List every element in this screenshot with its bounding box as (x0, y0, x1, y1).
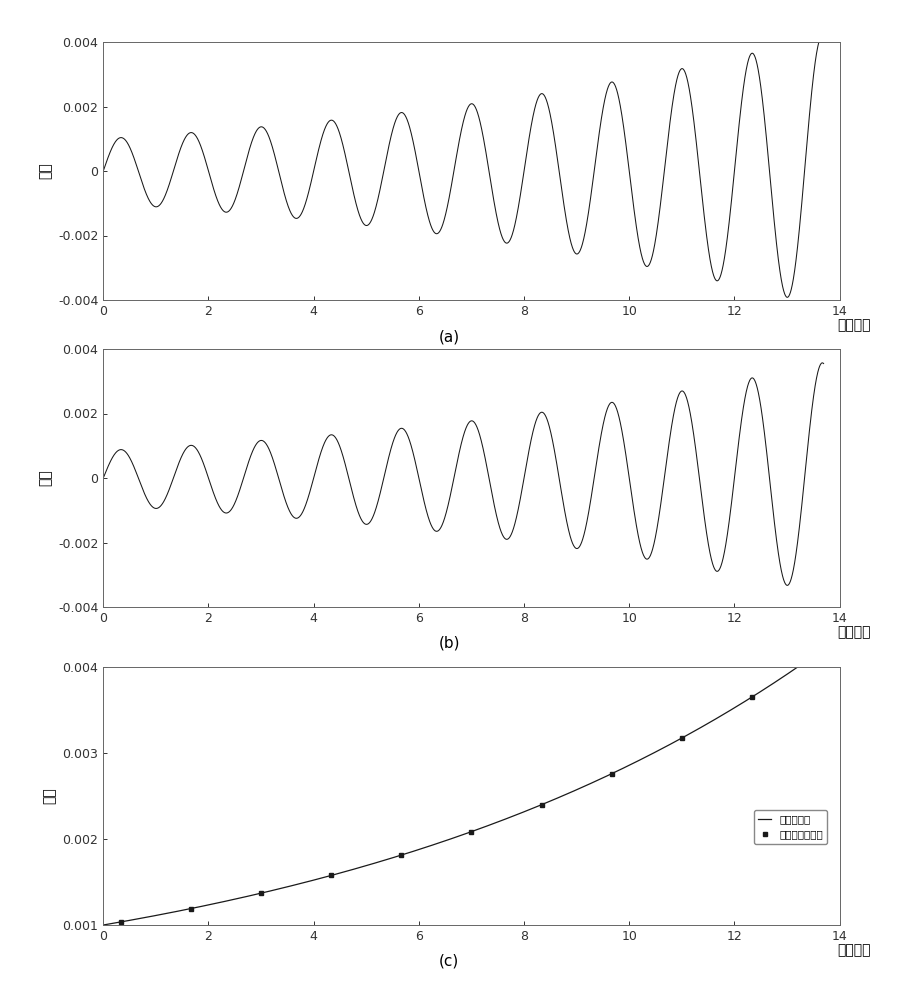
Line: 拟合包络线: 拟合包络线 (103, 656, 814, 925)
拟合包络线 (808, 650, 819, 662)
主导模式包络値 (536, 799, 547, 811)
主导模式包络値 (186, 903, 197, 915)
X-axis label: 时间：秒: 时间：秒 (838, 318, 871, 332)
主导模式包络値 (256, 887, 267, 899)
Y-axis label: 幅値: 幅値 (39, 470, 52, 486)
Legend: 拟合包络线, 主导模式包络値: 拟合包络线, 主导模式包络値 (754, 810, 827, 844)
拟合包络线 (134, 913, 145, 925)
主导模式包络値 (746, 691, 757, 703)
主导模式包络値 (396, 849, 407, 861)
拟合包络线 (657, 742, 668, 754)
Text: (c): (c) (439, 953, 459, 968)
主导模式包络値 (676, 732, 687, 744)
X-axis label: 时间：秒: 时间：秒 (838, 943, 871, 957)
拟合包络线 (443, 834, 453, 846)
X-axis label: 时间：秒: 时间：秒 (838, 625, 871, 639)
主导模式包络値 (606, 768, 617, 780)
主导模式包络値 (326, 869, 337, 881)
主导模式包络値 (116, 916, 127, 928)
Y-axis label: 幅値: 幅値 (39, 163, 52, 179)
拟合包络线 (787, 665, 797, 677)
拟合包络线 (425, 840, 436, 852)
Text: (a): (a) (438, 330, 460, 345)
拟合包络线 (98, 919, 109, 931)
Text: (b): (b) (438, 636, 460, 651)
Line: 主导模式包络値: 主导模式包络値 (119, 695, 753, 924)
主导模式包络値 (466, 826, 477, 838)
Y-axis label: 幅値: 幅値 (43, 788, 57, 804)
拟合包络线 (788, 664, 798, 676)
